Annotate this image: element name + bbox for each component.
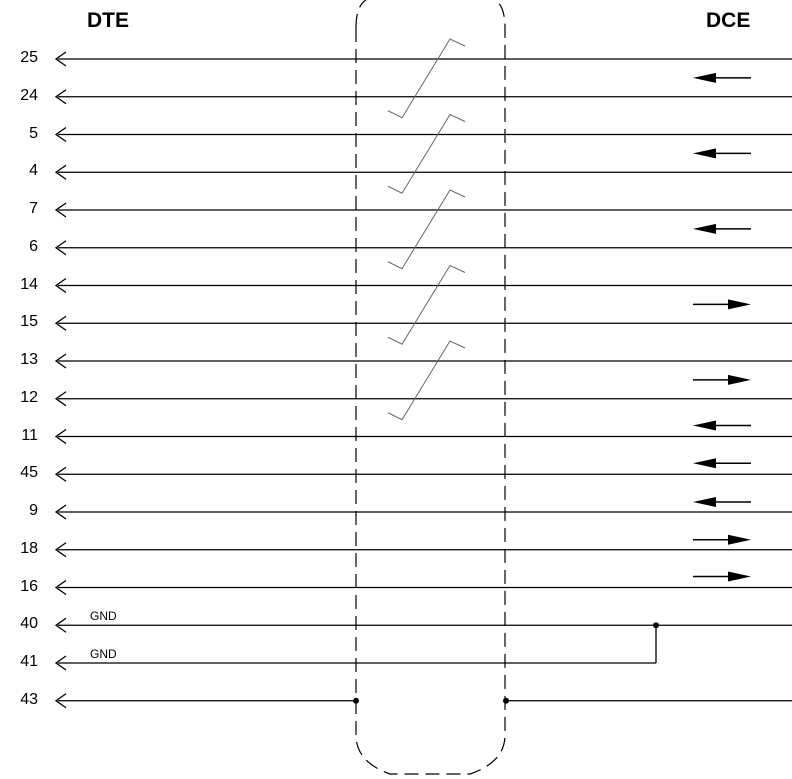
pin-label-18: 18 xyxy=(20,539,38,557)
connector-arrow-pin-9 xyxy=(54,504,67,520)
connector-arrow-pin-15 xyxy=(54,315,67,331)
connector-arrow-pin-41 xyxy=(54,655,67,671)
pin-label-40: 40 xyxy=(20,615,38,633)
signal-arrow-head-left-pin-45 xyxy=(693,458,716,469)
connector-arrow-pin-18 xyxy=(54,542,67,558)
dce-header: DCE xyxy=(706,9,751,32)
signal-arrow-head-right-pin-13 xyxy=(728,374,751,385)
gnd-label-pin-41: GND xyxy=(90,647,117,661)
connector-arrow-pin-16 xyxy=(54,579,67,596)
signal-arrow-head-right-pin-14 xyxy=(728,299,751,310)
pin-label-24: 24 xyxy=(20,86,38,104)
signal-arrow-head-left-pin-7 xyxy=(693,223,716,234)
connector-arrow-pin-43 xyxy=(54,693,67,709)
signal-arrow-head-left-pin-9 xyxy=(693,497,716,507)
pin-label-45: 45 xyxy=(20,464,38,482)
connector-arrow-pin-7 xyxy=(54,202,67,218)
junction-dot-shield-dce xyxy=(503,697,509,704)
junction-dot-gnd xyxy=(653,622,659,629)
signal-arrow-head-right-pin-18 xyxy=(728,534,751,545)
pin-label-16: 16 xyxy=(20,577,38,595)
pin-label-4: 4 xyxy=(29,162,38,180)
connector-arrow-pin-4 xyxy=(54,164,67,180)
pin-label-12: 12 xyxy=(20,388,38,406)
cable-shield-outline xyxy=(355,0,506,775)
connector-arrow-pin-14 xyxy=(54,277,67,294)
pin-label-11: 11 xyxy=(21,426,38,444)
pin-label-5: 5 xyxy=(29,124,38,142)
pin-label-25: 25 xyxy=(20,49,38,66)
connector-arrow-pin-13 xyxy=(54,353,67,369)
pin-label-15: 15 xyxy=(20,313,38,331)
junction-dot-shield-dte xyxy=(353,697,359,704)
pin-label-14: 14 xyxy=(20,275,38,293)
twisted-pair-symbol-7-6 xyxy=(387,189,466,270)
pin-label-13: 13 xyxy=(20,351,38,368)
signal-arrow-head-left-pin-11 xyxy=(693,420,716,431)
pin-label-9: 9 xyxy=(29,502,38,519)
signal-arrow-head-left-pin-25 xyxy=(693,72,716,83)
connector-arrow-pin-25 xyxy=(54,51,67,67)
connector-arrow-pin-5 xyxy=(54,126,67,143)
twisted-pair-symbol-14-15 xyxy=(387,264,466,345)
signal-arrow-head-right-pin-16 xyxy=(728,571,751,582)
dte-header: DTE xyxy=(87,9,129,32)
connector-arrow-pin-45 xyxy=(54,466,67,482)
pin-label-7: 7 xyxy=(29,200,38,217)
pin-label-43: 43 xyxy=(20,690,38,708)
twisted-pair-symbol-25-24 xyxy=(387,38,466,119)
pin-label-6: 6 xyxy=(29,237,38,255)
connector-arrow-pin-24 xyxy=(54,89,67,105)
connector-arrow-pin-6 xyxy=(54,240,67,256)
signal-arrow-head-left-pin-5 xyxy=(693,148,716,159)
twisted-pair-symbol-5-4 xyxy=(387,113,466,194)
connector-arrow-pin-40 xyxy=(54,617,67,633)
connector-arrow-pin-12 xyxy=(54,391,67,407)
gnd-label-pin-40: GND xyxy=(90,609,117,623)
connector-arrow-pin-11 xyxy=(54,428,67,445)
twisted-pair-symbol-13-12 xyxy=(387,340,466,421)
pin-label-41: 41 xyxy=(20,653,38,670)
